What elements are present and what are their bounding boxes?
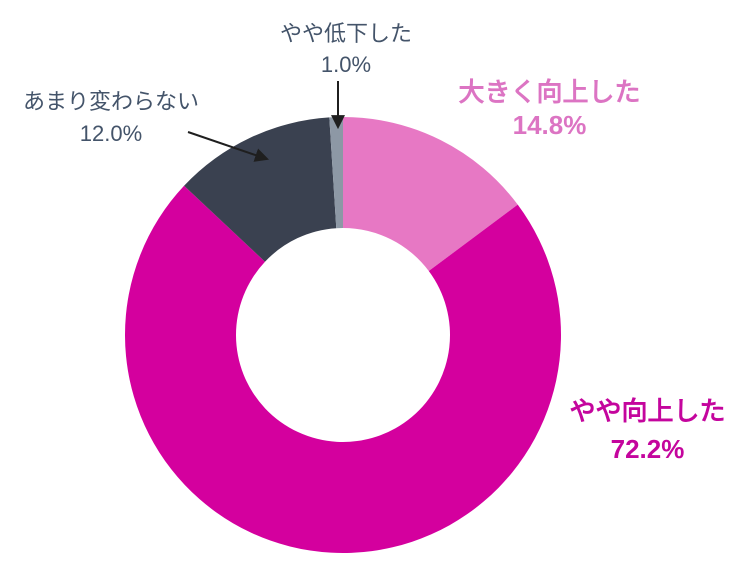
segment-pct: 1.0% [320, 52, 372, 77]
segment-name: 大きく向上した [458, 77, 641, 107]
pie-slice-0 [343, 117, 518, 272]
segment-pct: 72.2% [610, 434, 685, 464]
segment-pct: 12.0% [79, 121, 143, 146]
label-somewhat-improved: やや向上した 72.2% [540, 392, 752, 468]
pie-slice-2 [184, 117, 337, 262]
segment-pct: 14.8% [512, 110, 587, 140]
label-no-change: あまり変わらない 12.0% [8, 86, 214, 150]
leader-arrow-no-change [187, 131, 269, 162]
segment-name: やや低下した [279, 21, 412, 46]
label-greatly-improved: 大きく向上した 14.8% [427, 76, 672, 142]
pie-slice-3 [329, 116, 343, 229]
pie-slices [124, 116, 561, 554]
label-slight-decline: やや低下した 1.0% [246, 18, 446, 80]
segment-name: やや向上した [569, 396, 726, 426]
pie-slice-1 [124, 185, 561, 554]
leader-arrows [187, 81, 345, 162]
segment-name: あまり変わらない [22, 89, 199, 114]
